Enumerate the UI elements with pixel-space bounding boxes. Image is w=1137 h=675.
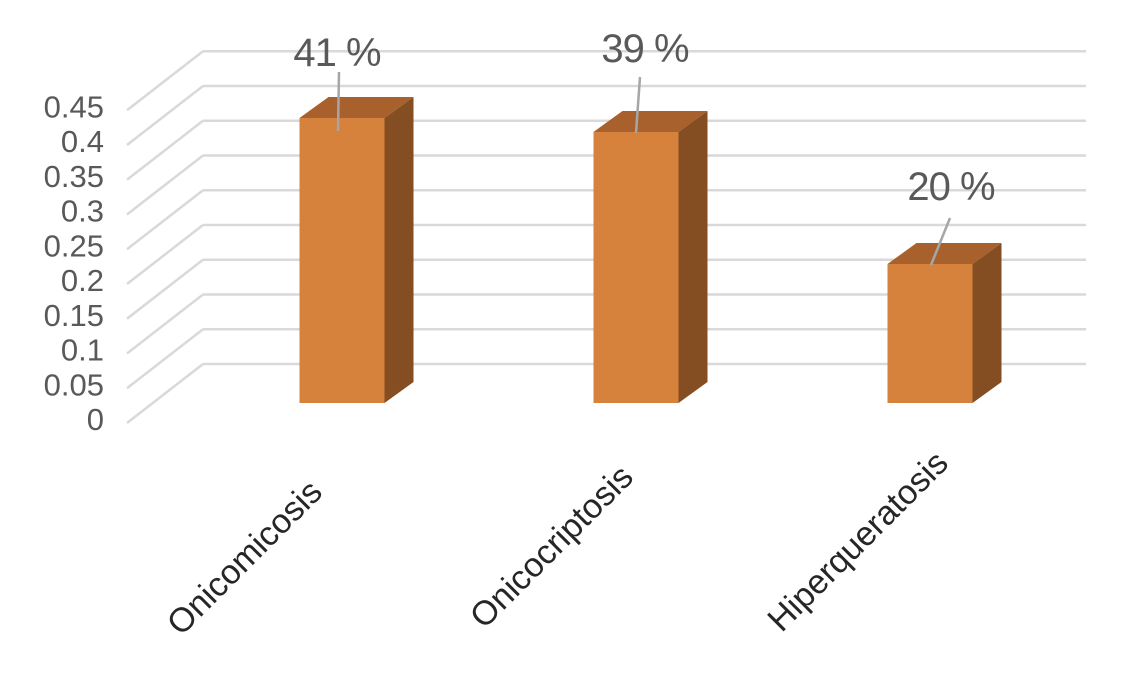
gridline-depth [126, 50, 204, 112]
y-tick-label: 0.25 [44, 228, 104, 263]
bar-onicomicosis [299, 97, 414, 404]
y-tick-label: 0.4 [61, 124, 104, 159]
bar-front-face [299, 118, 385, 404]
y-tick-label: 0.2 [61, 263, 104, 298]
bar-side-face [678, 110, 708, 403]
bar-side-face [384, 97, 414, 404]
gridline-depth [126, 154, 204, 216]
data-label: 20 % [907, 165, 995, 209]
data-label: 41 % [293, 31, 381, 75]
y-tick-label: 0 [87, 402, 104, 437]
gridline-depth [126, 293, 204, 355]
y-tick-label: 0.05 [44, 367, 104, 402]
gridline-depth [126, 85, 204, 146]
gridline-depth [126, 224, 204, 285]
bar-front-face [593, 131, 679, 403]
gridline-depth [126, 363, 204, 424]
bar-onicocriptosis [593, 110, 708, 403]
gridline-depth [126, 258, 204, 320]
bar-side-face [972, 243, 1002, 403]
data-label-leader-line [336, 71, 341, 132]
bar-hiperqueratosis [887, 243, 1002, 403]
y-tick-label: 0.35 [44, 159, 104, 194]
bar-top-face [299, 97, 414, 119]
y-tick-label: 0.3 [61, 194, 104, 229]
data-label-leader-line [929, 217, 952, 266]
data-label: 39 % [601, 27, 689, 71]
bar-top-face [593, 110, 708, 132]
gridline-depth [126, 119, 204, 181]
data-label-leader-line [634, 76, 642, 134]
bar-top-face [887, 243, 1002, 264]
bar-front-face [887, 264, 973, 403]
gridline-depth [126, 328, 204, 390]
gridline-depth [126, 189, 204, 251]
y-tick-label: 0.45 [44, 89, 104, 124]
y-tick-label: 0.1 [61, 333, 104, 368]
y-tick-label: 0.15 [44, 298, 104, 333]
